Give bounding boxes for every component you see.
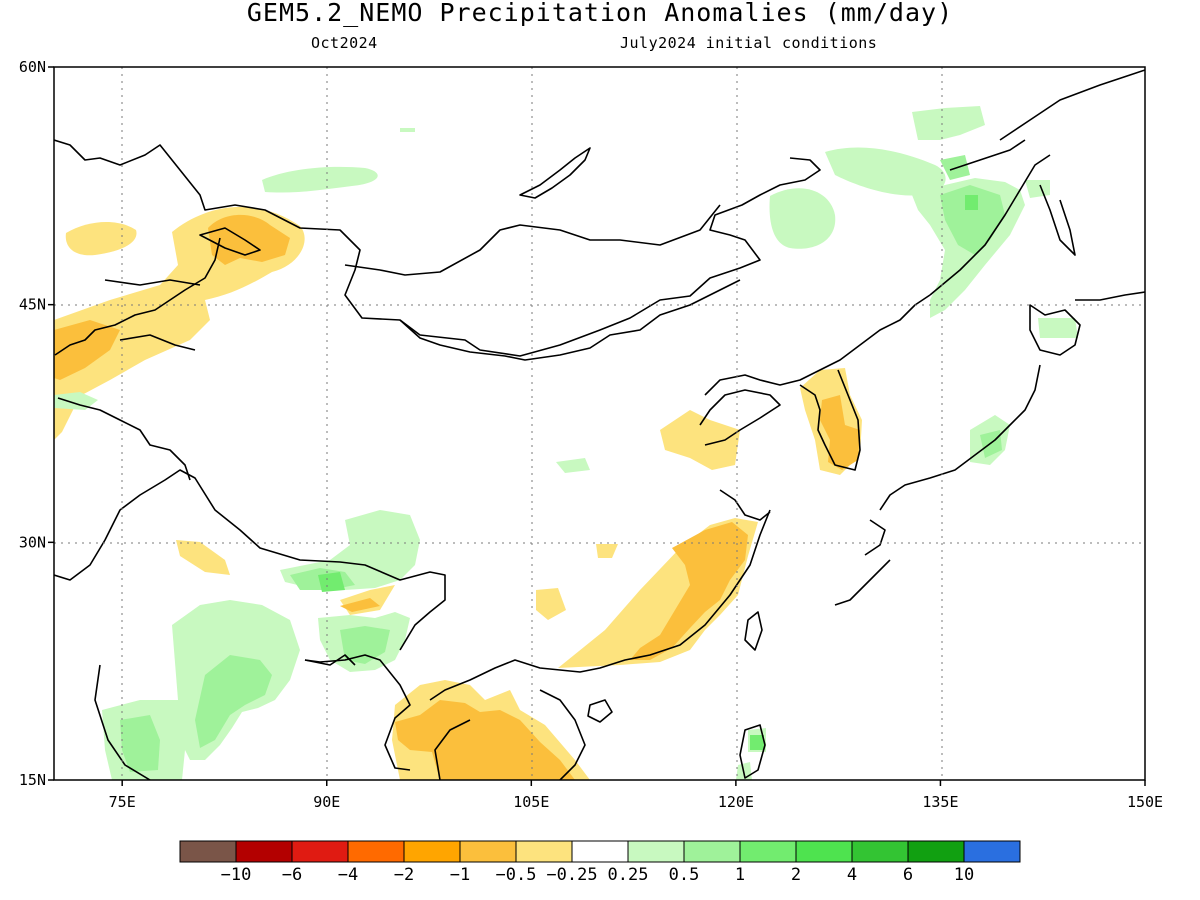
- lon-tick-label: 105E: [513, 793, 549, 811]
- dry-anomaly-light: [54, 206, 862, 780]
- subtitle-month: Oct2024: [311, 34, 378, 52]
- colorbar-swatch: [459, 840, 517, 863]
- colorbar-swatch: [403, 840, 461, 863]
- colorbar-label: −0.25: [546, 865, 597, 885]
- colorbar-label: −6: [282, 865, 302, 885]
- lat-tick-label: 15N: [19, 771, 46, 789]
- plot-title: GEM5.2_NEMO Precipitation Anomalies (mm/…: [246, 0, 954, 27]
- latitude-axis: 60N 45N 30N 15N: [19, 58, 54, 789]
- lon-tick-label: 150E: [1127, 793, 1163, 811]
- colorbar-swatch: [235, 840, 293, 863]
- colorbar-label: −10: [221, 865, 252, 885]
- colorbar-label: 0.25: [608, 865, 649, 885]
- colorbar-swatch: [347, 840, 405, 863]
- anomaly-fields: [54, 106, 1078, 780]
- colorbar-swatch: [739, 840, 797, 863]
- colorbar-label: 2: [791, 865, 801, 885]
- colorbar-swatch: [515, 840, 573, 863]
- lon-tick-label: 90E: [313, 793, 340, 811]
- colorbar-swatch: [571, 840, 629, 863]
- colorbar-label: −4: [338, 865, 358, 885]
- colorbar-label: −0.5: [496, 865, 537, 885]
- colorbar-swatch: [683, 840, 741, 863]
- colorbar-swatch: [179, 840, 237, 863]
- wet-anomaly-strong: [318, 195, 978, 750]
- colorbar: −10 −6 −4 −2 −1 −0.5 −0.25 0.25 0.5 1 2 4 6 10: [179, 840, 1021, 885]
- colorbar-label: 1: [735, 865, 745, 885]
- lon-tick-label: 120E: [718, 793, 754, 811]
- lat-tick-label: 45N: [19, 296, 46, 314]
- lat-tick-label: 30N: [19, 533, 46, 551]
- lon-tick-label: 75E: [109, 793, 136, 811]
- dry-anomaly-moderate: [54, 214, 860, 780]
- colorbar-label: −2: [394, 865, 414, 885]
- colorbar-swatch: [907, 840, 965, 863]
- colorbar-swatch: [795, 840, 853, 863]
- colorbar-swatch: [963, 840, 1021, 863]
- lat-tick-label: 60N: [19, 58, 46, 76]
- colorbar-label: 6: [903, 865, 913, 885]
- colorbar-label: 4: [847, 865, 857, 885]
- map-frame: [53, 66, 1146, 781]
- subtitle-initial-conditions: July2024 initial conditions: [620, 34, 878, 52]
- longitude-axis: 75E 90E 105E 120E 135E 150E: [109, 780, 1163, 811]
- colorbar-swatch: [627, 840, 685, 863]
- colorbar-swatch: [291, 840, 349, 863]
- colorbar-label: −1: [450, 865, 470, 885]
- colorbar-label: 0.5: [669, 865, 700, 885]
- colorbar-swatch: [851, 840, 909, 863]
- lon-tick-label: 135E: [922, 793, 958, 811]
- colorbar-label: 10: [954, 865, 974, 885]
